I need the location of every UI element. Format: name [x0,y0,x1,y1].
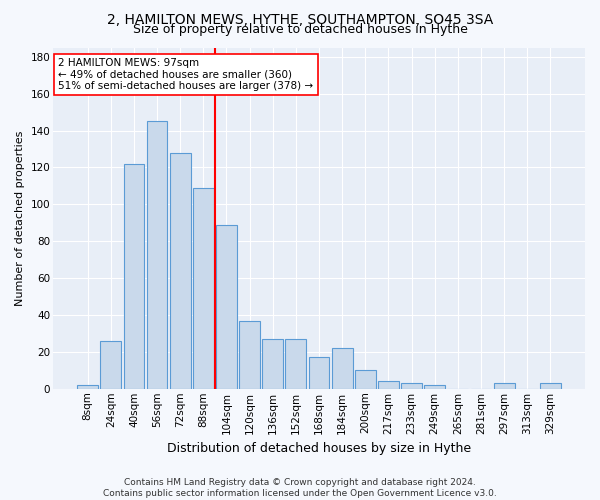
Bar [355,370,376,389]
Bar [540,383,561,389]
Text: Contains HM Land Registry data © Crown copyright and database right 2024.
Contai: Contains HM Land Registry data © Crown c… [103,478,497,498]
Bar [100,341,121,389]
Bar [170,152,191,389]
Y-axis label: Number of detached properties: Number of detached properties [15,130,25,306]
Text: 2 HAMILTON MEWS: 97sqm
← 49% of detached houses are smaller (360)
51% of semi-de: 2 HAMILTON MEWS: 97sqm ← 49% of detached… [58,58,314,91]
Bar [239,320,260,389]
Bar [494,383,515,389]
Bar [124,164,145,389]
Text: 2, HAMILTON MEWS, HYTHE, SOUTHAMPTON, SO45 3SA: 2, HAMILTON MEWS, HYTHE, SOUTHAMPTON, SO… [107,12,493,26]
Bar [401,383,422,389]
Bar [193,188,214,389]
Bar [332,348,353,389]
Bar [77,385,98,389]
Bar [146,122,167,389]
Text: Size of property relative to detached houses in Hythe: Size of property relative to detached ho… [133,22,467,36]
Bar [216,224,237,389]
X-axis label: Distribution of detached houses by size in Hythe: Distribution of detached houses by size … [167,442,471,455]
Bar [378,382,399,389]
Bar [262,339,283,389]
Bar [308,358,329,389]
Bar [286,339,307,389]
Bar [424,385,445,389]
